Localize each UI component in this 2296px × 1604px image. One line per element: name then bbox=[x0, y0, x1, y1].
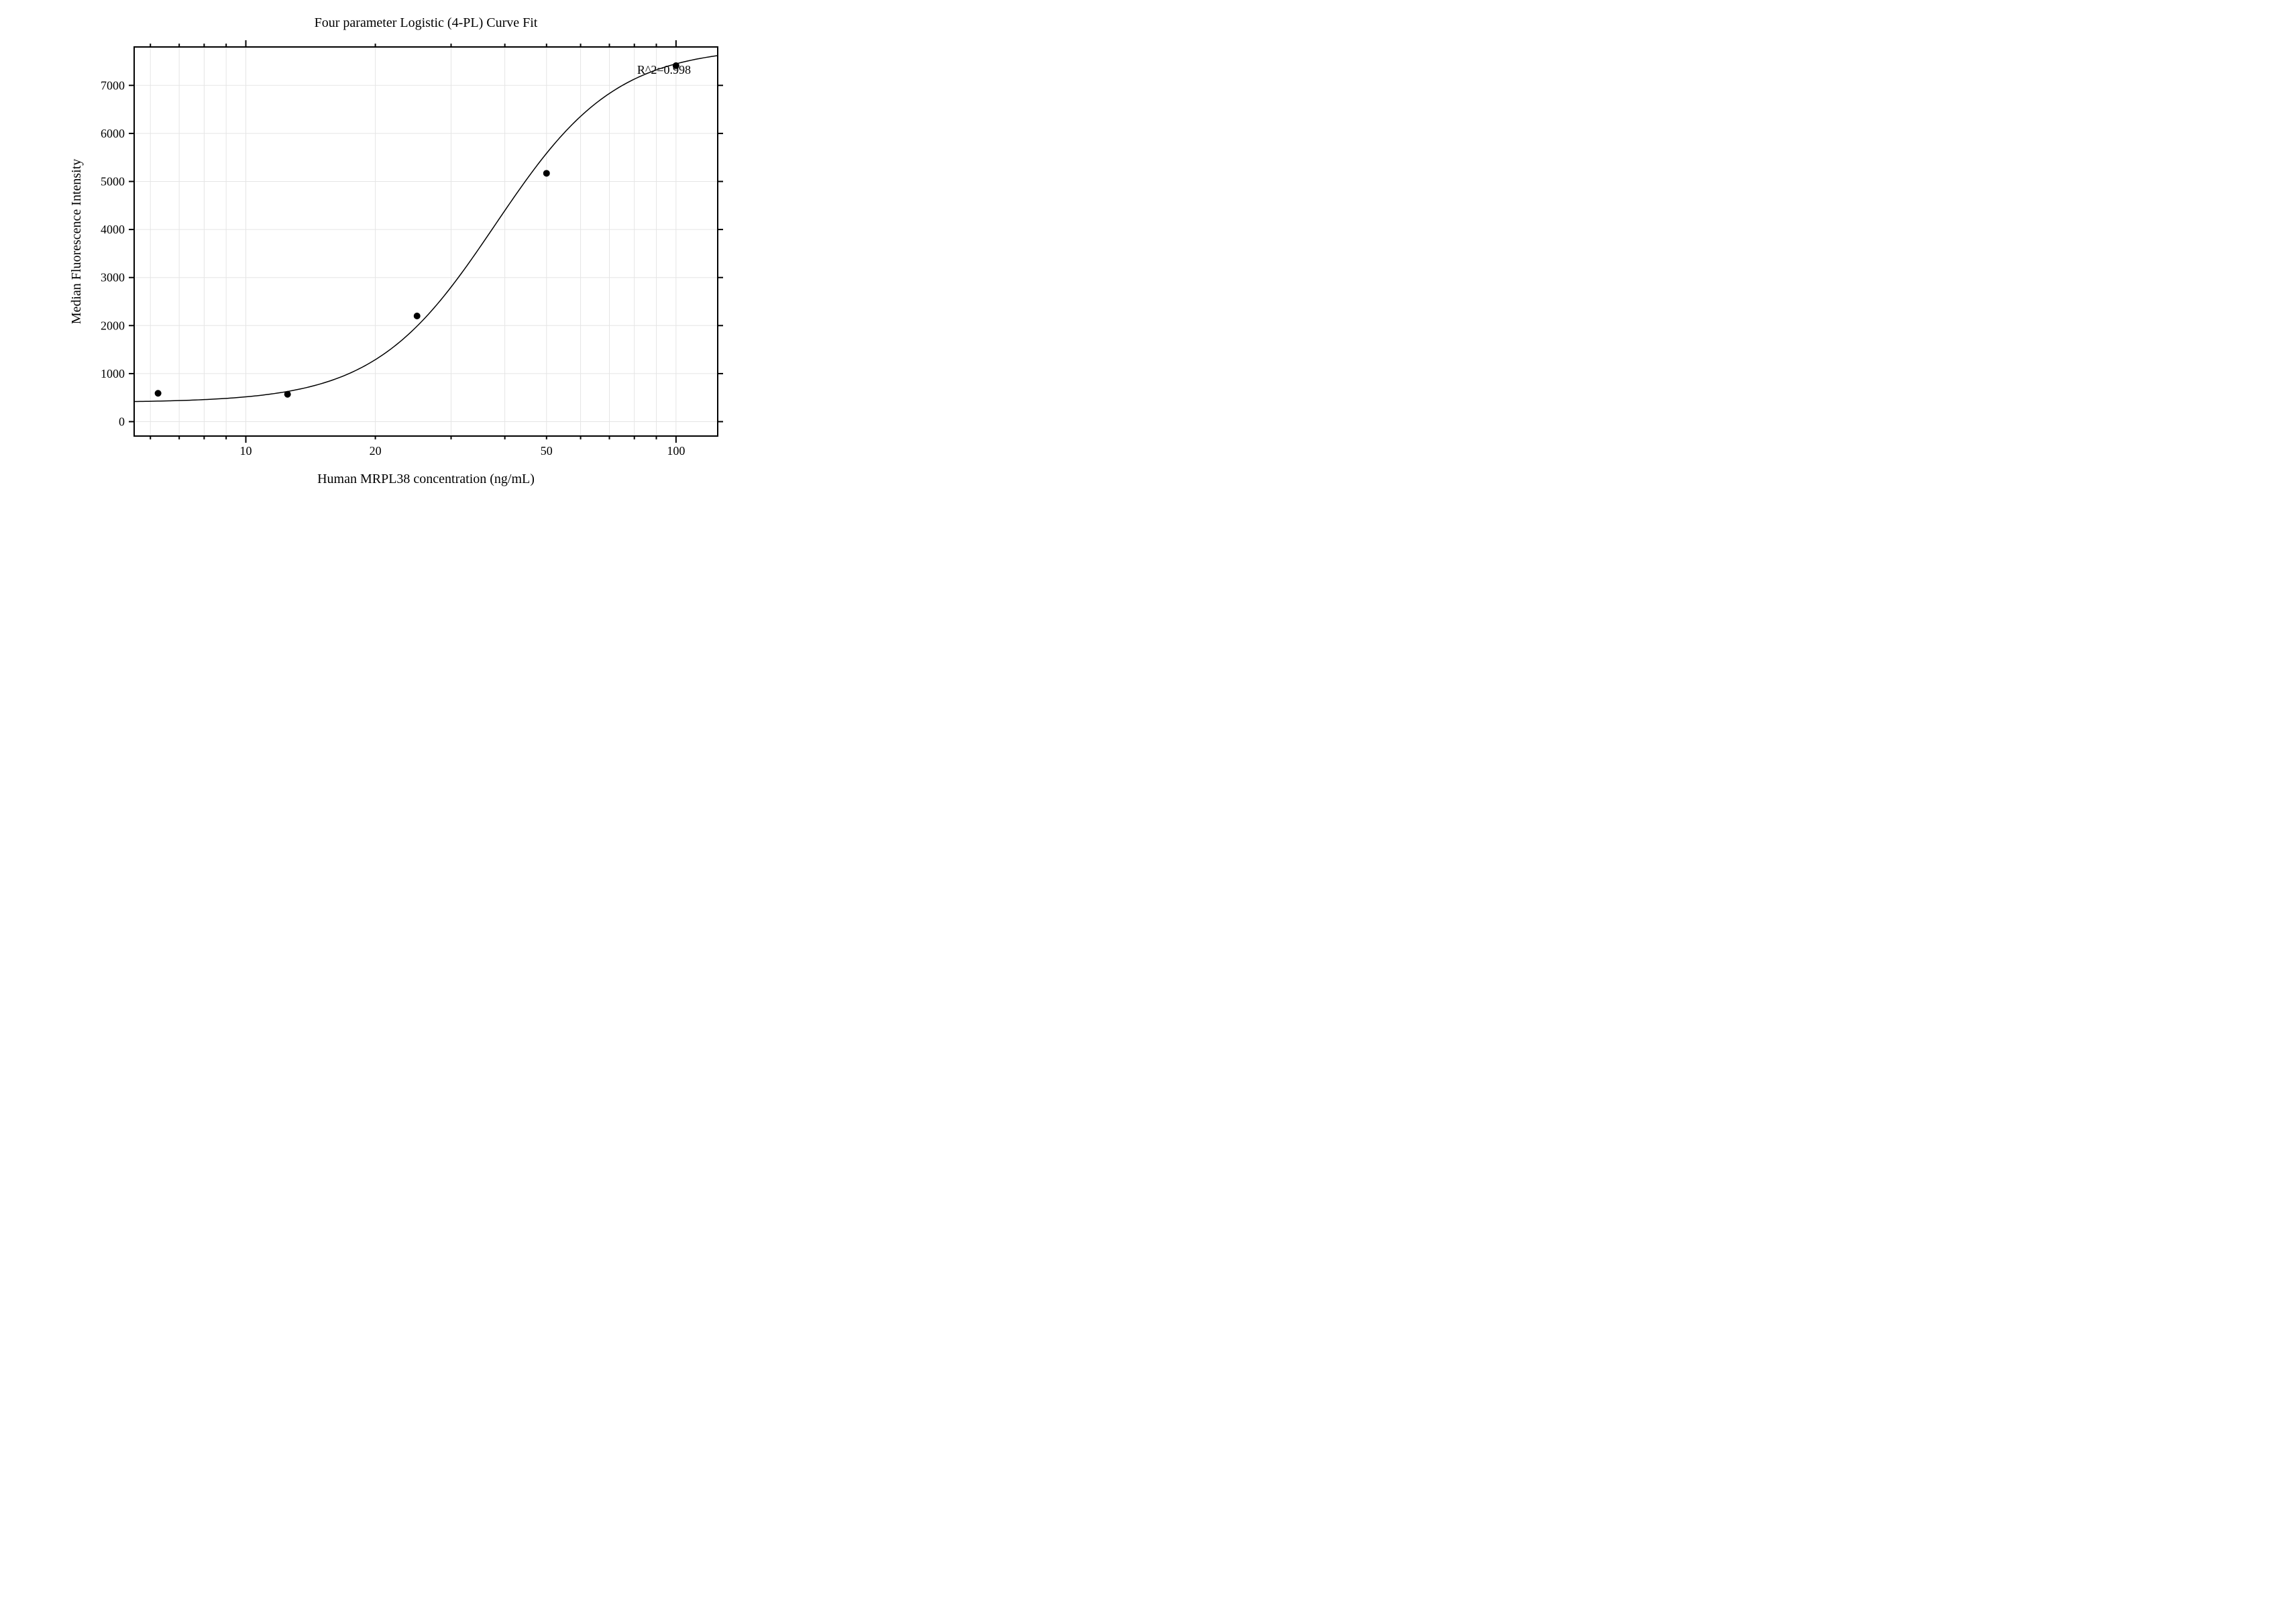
svg-text:3000: 3000 bbox=[101, 271, 125, 284]
svg-text:4000: 4000 bbox=[101, 223, 125, 236]
svg-text:2000: 2000 bbox=[101, 319, 125, 332]
svg-text:7000: 7000 bbox=[101, 78, 125, 92]
svg-text:100: 100 bbox=[667, 444, 685, 458]
data-point bbox=[284, 391, 291, 398]
svg-text:0: 0 bbox=[119, 415, 125, 429]
data-point bbox=[543, 170, 550, 176]
svg-text:5000: 5000 bbox=[101, 174, 125, 188]
y-axis-label: Median Fluorescence Intensity bbox=[69, 159, 84, 325]
svg-text:10: 10 bbox=[240, 444, 252, 458]
chart-svg: Four parameter Logistic (4-PL) Curve Fit… bbox=[0, 0, 765, 535]
x-axis-label: Human MRPL38 concentration (ng/mL) bbox=[317, 472, 535, 486]
r-squared-annotation: R^2=0.998 bbox=[637, 63, 691, 76]
svg-text:20: 20 bbox=[370, 444, 382, 458]
svg-text:1000: 1000 bbox=[101, 367, 125, 380]
svg-text:50: 50 bbox=[541, 444, 553, 458]
chart-title: Four parameter Logistic (4-PL) Curve Fit bbox=[315, 15, 538, 30]
data-point bbox=[155, 390, 162, 396]
svg-text:6000: 6000 bbox=[101, 127, 125, 140]
chart-container: Four parameter Logistic (4-PL) Curve Fit… bbox=[0, 0, 765, 535]
data-point bbox=[414, 313, 421, 319]
